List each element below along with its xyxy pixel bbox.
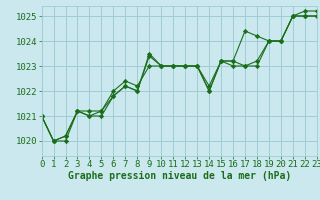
X-axis label: Graphe pression niveau de la mer (hPa): Graphe pression niveau de la mer (hPa) bbox=[68, 171, 291, 181]
